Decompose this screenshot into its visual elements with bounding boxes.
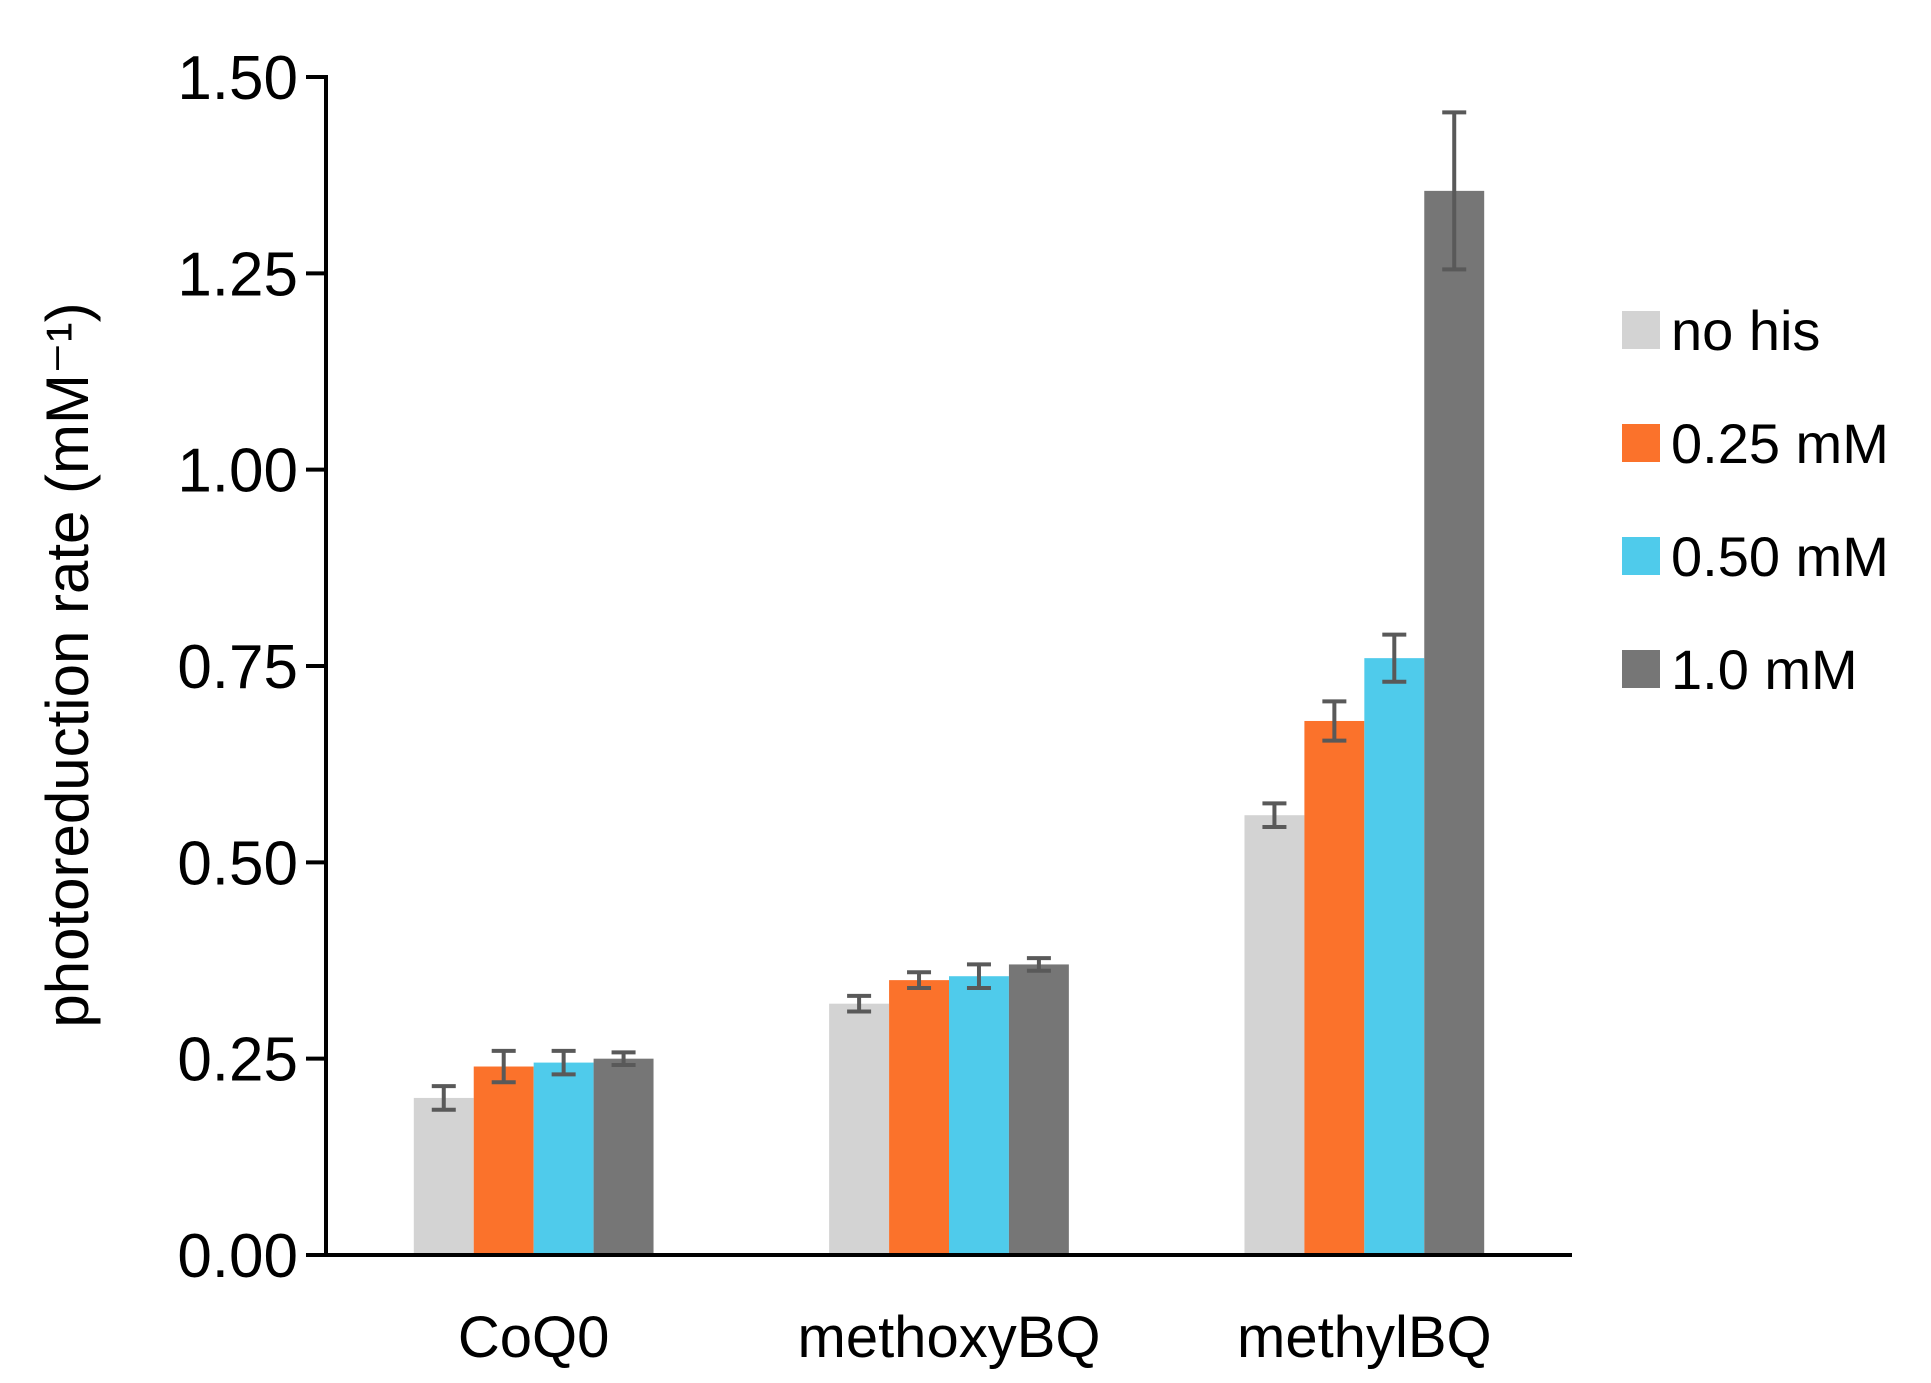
error-bar-coq0-3 xyxy=(551,1048,576,1077)
error-bar-coq0-1 xyxy=(431,1084,456,1112)
y-tick-label: 0.25 xyxy=(177,1026,298,1095)
bar-coq0-3 xyxy=(533,1062,594,1255)
error-bar-coq0-4 xyxy=(611,1050,636,1067)
legend-item-2: 0.25 mM xyxy=(1622,412,1889,475)
bar-methylbq-2 xyxy=(1304,720,1365,1255)
legend-label: no his xyxy=(1671,299,1820,362)
error-bar-methylbq-4 xyxy=(1442,110,1467,272)
error-bar-methylbq-2 xyxy=(1322,699,1347,743)
bar-coq0-2 xyxy=(473,1066,534,1255)
x-tick-label-methoxybq: methoxyBQ xyxy=(798,1305,1101,1370)
y-tick-label: 1.25 xyxy=(177,240,298,309)
error-bar-methoxybq-2 xyxy=(907,970,932,990)
bar-methoxybq-2 xyxy=(889,980,949,1255)
legend-swatch xyxy=(1622,424,1660,462)
y-tick-label: 0.00 xyxy=(177,1222,298,1291)
legend-swatch xyxy=(1622,650,1660,688)
bar-coq0-1 xyxy=(413,1097,474,1255)
error-bar-methoxybq-4 xyxy=(1026,956,1051,973)
y-tick-label: 1.00 xyxy=(177,437,298,506)
bar-methylbq-3 xyxy=(1364,658,1425,1255)
x-tick-label-coq0: CoQ0 xyxy=(458,1305,610,1370)
legend: no his 0.25 mM 0.50 mM 1.0 mM xyxy=(1622,299,1889,701)
error-bar-methylbq-1 xyxy=(1262,801,1287,829)
legend-item-1: no his xyxy=(1622,299,1820,362)
y-tick-label: 0.75 xyxy=(177,633,298,702)
legend-label: 0.25 mM xyxy=(1671,412,1889,475)
x-category-labels: CoQ0 methoxyBQ methylBQ xyxy=(458,1305,1492,1370)
bar-methoxybq-3 xyxy=(949,976,1009,1255)
y-ticks-layer: 0.00 0.25 0.50 0.75 1.00 1.25 1.50 xyxy=(177,44,326,1291)
error-bar-methoxybq-1 xyxy=(847,993,872,1014)
legend-item-3: 0.50 mM xyxy=(1622,525,1889,588)
legend-swatch xyxy=(1622,311,1660,349)
legend-label: 0.50 mM xyxy=(1671,525,1889,588)
legend-label: 1.0 mM xyxy=(1671,638,1858,701)
error-bar-coq0-2 xyxy=(491,1048,516,1085)
bar-methylbq-1 xyxy=(1244,815,1305,1255)
x-tick-label-methylbq: methylBQ xyxy=(1237,1305,1492,1370)
bar-methoxybq-1 xyxy=(829,1003,890,1255)
bar-coq0-4 xyxy=(593,1058,654,1255)
legend-item-4: 1.0 mM xyxy=(1622,638,1858,701)
bar-methylbq-4 xyxy=(1424,190,1485,1255)
error-bar-methylbq-3 xyxy=(1382,632,1407,684)
legend-swatch xyxy=(1622,537,1660,575)
error-bars-layer xyxy=(431,110,1467,1112)
bars-layer xyxy=(413,190,1485,1255)
y-axis-title: photoreduction rate (mM⁻¹) xyxy=(34,302,101,1027)
y-tick-label: 1.50 xyxy=(177,44,298,113)
y-tick-label: 0.50 xyxy=(177,829,298,898)
bar-methoxybq-4 xyxy=(1008,964,1069,1255)
error-bar-methoxybq-3 xyxy=(966,962,991,990)
